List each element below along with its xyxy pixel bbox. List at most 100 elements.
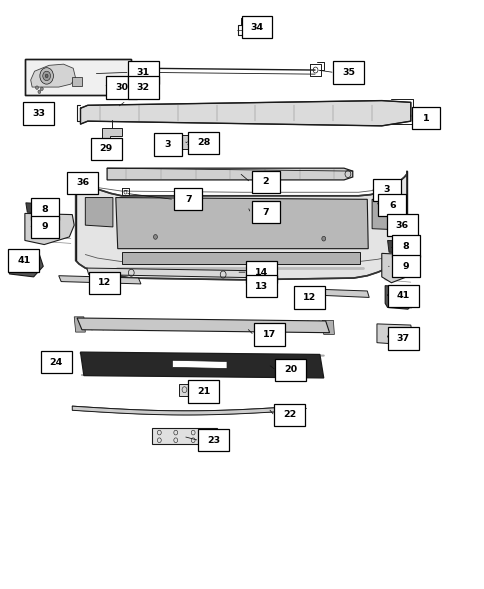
FancyBboxPatch shape [246, 275, 277, 297]
Polygon shape [381, 253, 412, 283]
Text: 31: 31 [136, 68, 150, 77]
Polygon shape [322, 320, 333, 335]
Text: 41: 41 [17, 256, 30, 265]
Circle shape [40, 68, 53, 84]
Polygon shape [376, 324, 412, 345]
FancyBboxPatch shape [378, 194, 406, 216]
Circle shape [54, 353, 61, 363]
FancyBboxPatch shape [153, 134, 181, 156]
Polygon shape [300, 289, 368, 297]
FancyBboxPatch shape [89, 272, 120, 294]
Polygon shape [72, 77, 82, 86]
Text: 14: 14 [255, 267, 268, 277]
Text: 22: 22 [283, 411, 296, 419]
FancyBboxPatch shape [246, 261, 277, 283]
Polygon shape [102, 128, 121, 141]
Polygon shape [178, 384, 207, 396]
FancyBboxPatch shape [128, 77, 158, 99]
Text: 20: 20 [284, 365, 297, 374]
FancyBboxPatch shape [251, 170, 279, 193]
Polygon shape [76, 178, 82, 186]
Text: 21: 21 [197, 387, 210, 396]
FancyBboxPatch shape [31, 216, 59, 238]
Polygon shape [116, 197, 367, 249]
FancyBboxPatch shape [41, 351, 72, 373]
FancyBboxPatch shape [241, 16, 272, 38]
Polygon shape [80, 101, 410, 126]
Circle shape [45, 74, 48, 78]
Polygon shape [107, 168, 352, 180]
Polygon shape [387, 240, 412, 253]
FancyBboxPatch shape [387, 327, 418, 350]
Polygon shape [376, 199, 384, 209]
Polygon shape [77, 318, 329, 333]
Polygon shape [87, 268, 272, 278]
Text: 12: 12 [302, 293, 315, 302]
Text: 36: 36 [76, 178, 89, 187]
Text: 29: 29 [99, 144, 112, 153]
Polygon shape [391, 220, 397, 226]
Polygon shape [155, 139, 168, 149]
Text: 8: 8 [42, 205, 48, 214]
Circle shape [35, 86, 38, 90]
Text: 12: 12 [98, 278, 111, 287]
Text: 34: 34 [250, 22, 263, 32]
Text: 13: 13 [255, 282, 268, 291]
Polygon shape [182, 135, 212, 149]
FancyBboxPatch shape [391, 255, 419, 277]
FancyBboxPatch shape [67, 171, 98, 194]
FancyBboxPatch shape [8, 249, 39, 272]
Text: 35: 35 [342, 68, 355, 77]
Text: 6: 6 [388, 201, 395, 210]
FancyBboxPatch shape [411, 107, 439, 130]
Polygon shape [59, 276, 141, 284]
FancyBboxPatch shape [128, 61, 158, 84]
FancyBboxPatch shape [188, 132, 219, 154]
Circle shape [56, 356, 60, 360]
FancyBboxPatch shape [251, 201, 279, 223]
FancyBboxPatch shape [23, 102, 54, 125]
Polygon shape [25, 213, 74, 244]
FancyBboxPatch shape [333, 61, 363, 84]
Polygon shape [9, 253, 43, 277]
FancyBboxPatch shape [174, 188, 202, 210]
FancyBboxPatch shape [106, 77, 137, 99]
FancyBboxPatch shape [372, 178, 400, 201]
Text: 9: 9 [42, 223, 48, 231]
Polygon shape [371, 199, 399, 230]
Text: 9: 9 [402, 262, 408, 271]
Text: 7: 7 [262, 208, 269, 217]
Polygon shape [25, 59, 131, 95]
Polygon shape [72, 406, 300, 415]
Text: 8: 8 [402, 242, 408, 251]
Text: 24: 24 [49, 358, 63, 366]
FancyBboxPatch shape [293, 286, 324, 309]
Circle shape [153, 234, 157, 239]
Polygon shape [372, 185, 383, 193]
Text: 30: 30 [115, 83, 128, 92]
Text: 28: 28 [197, 138, 210, 147]
Text: 32: 32 [136, 83, 150, 92]
FancyBboxPatch shape [91, 138, 121, 160]
Text: 3: 3 [164, 140, 170, 149]
Polygon shape [80, 352, 323, 378]
Text: 41: 41 [395, 291, 409, 300]
Circle shape [38, 90, 41, 94]
FancyBboxPatch shape [197, 429, 228, 451]
Polygon shape [172, 360, 227, 369]
FancyBboxPatch shape [253, 323, 284, 346]
Circle shape [40, 87, 43, 91]
Text: 37: 37 [396, 334, 409, 343]
Polygon shape [85, 197, 113, 227]
Polygon shape [30, 64, 76, 87]
FancyBboxPatch shape [386, 214, 417, 236]
Polygon shape [74, 317, 85, 332]
Text: 3: 3 [382, 186, 389, 194]
Text: 17: 17 [262, 330, 275, 339]
Text: 23: 23 [207, 436, 220, 445]
Polygon shape [76, 171, 406, 280]
Text: 33: 33 [32, 109, 45, 118]
Text: 2: 2 [262, 177, 269, 186]
Circle shape [43, 71, 50, 81]
FancyBboxPatch shape [387, 284, 418, 307]
